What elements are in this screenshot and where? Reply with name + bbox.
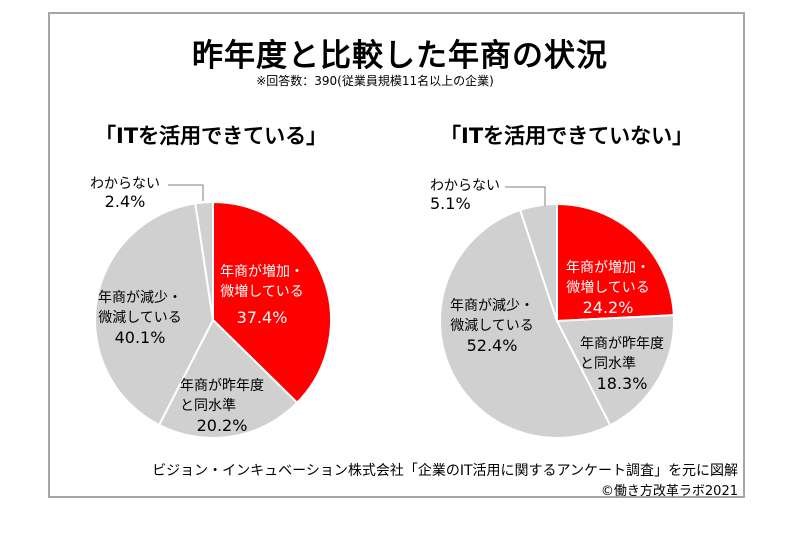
label-decrease-1: 年商が減少・ 微減している 40.1% xyxy=(98,290,182,347)
chart-frame xyxy=(48,12,745,498)
pie-it-using xyxy=(94,200,332,439)
pie-slice-3 xyxy=(439,208,612,439)
label-unknown-1: わからない 2.4% xyxy=(90,176,160,211)
pie-slice-1 xyxy=(212,200,332,405)
pie-slice-2 xyxy=(555,314,675,427)
label-increase-1: 年商が増加・ 微増している 37.4% xyxy=(220,264,304,327)
pie-slice-3 xyxy=(94,202,215,427)
source-note: ビジョン・インキュベーション株式会社「企業のIT活用に関するアンケート調査」を元… xyxy=(152,463,738,479)
callout-line-unknown-1 xyxy=(168,184,204,201)
chart-subtitle: ※回答数：390(従業員規模11名以上の企業) xyxy=(256,74,494,88)
label-increase-2: 年商が増加・ 微増している 24.2% xyxy=(566,260,650,317)
pie-title-1: 「ITを活用できている」 xyxy=(95,124,328,148)
pie-slice-4 xyxy=(194,200,214,321)
label-unknown-2: わからない 5.1% xyxy=(430,178,500,213)
pie-slice-1 xyxy=(556,202,675,323)
pie-slice-2 xyxy=(157,318,299,439)
pie-title-2: 「ITを活用できていない」 xyxy=(440,124,694,148)
copyright: ©働き方改革ラボ2021 xyxy=(600,484,738,499)
label-same-2: 年商が昨年度 と同水準 18.3% xyxy=(580,336,664,393)
pie-it-not-using xyxy=(439,202,675,439)
callout-line-unknown-2 xyxy=(505,186,546,206)
label-decrease-2: 年商が減少・ 微減している 52.4% xyxy=(450,298,534,355)
label-same-1: 年商が昨年度 と同水準 20.2% xyxy=(180,378,264,435)
pie-slice-4 xyxy=(518,202,558,322)
chart-title: 昨年度と比較した年商の状況 xyxy=(192,38,608,74)
